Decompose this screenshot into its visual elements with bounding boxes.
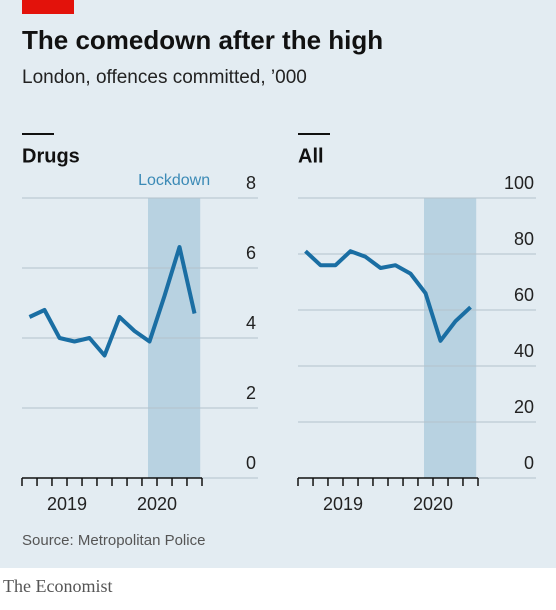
y-tick-label: 6 — [246, 243, 256, 263]
y-tick-label: 60 — [514, 285, 534, 305]
y-tick-label: 8 — [246, 173, 256, 193]
y-tick-label: 2 — [246, 383, 256, 403]
x-tick-label: 2020 — [137, 494, 177, 514]
chart-subtitle: London, offences committed, ’000 — [22, 67, 307, 88]
highlight-band — [424, 198, 477, 478]
y-tick-label: 80 — [514, 229, 534, 249]
footer-background — [0, 568, 556, 610]
footer: The Economist — [3, 576, 112, 596]
x-tick-label: 2019 — [323, 494, 363, 514]
y-tick-label: 20 — [514, 397, 534, 417]
y-tick-label: 0 — [246, 453, 256, 473]
y-tick-label: 4 — [246, 313, 256, 333]
y-tick-label: 100 — [504, 173, 534, 193]
panel-title-rule — [22, 133, 54, 135]
source: Source: Metropolitan Police — [22, 532, 205, 549]
panel-title: All — [298, 145, 324, 167]
y-tick-label: 40 — [514, 341, 534, 361]
chart-title: The comedown after the high — [22, 25, 383, 55]
highlight-label: Lockdown — [138, 172, 210, 189]
data-line — [28, 245, 197, 358]
x-tick-label: 2020 — [413, 494, 453, 514]
panel-title-rule — [298, 133, 330, 135]
y-tick-label: 0 — [524, 453, 534, 473]
x-tick-label: 2019 — [47, 494, 87, 514]
red-tag — [22, 0, 74, 14]
panel-title: Drugs — [22, 145, 80, 167]
data-line — [304, 249, 472, 343]
